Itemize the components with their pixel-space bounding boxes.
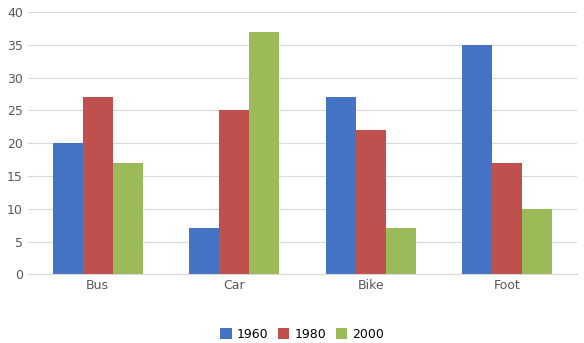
Bar bbox=[385, 228, 416, 274]
Bar bbox=[83, 97, 113, 274]
Bar bbox=[219, 110, 249, 274]
Bar bbox=[189, 228, 219, 274]
Bar bbox=[249, 32, 279, 274]
Bar bbox=[462, 45, 492, 274]
Bar bbox=[492, 163, 522, 274]
Legend: 1960, 1980, 2000: 1960, 1980, 2000 bbox=[215, 323, 390, 343]
Bar bbox=[356, 130, 385, 274]
Bar bbox=[325, 97, 356, 274]
Bar bbox=[53, 143, 83, 274]
Bar bbox=[113, 163, 142, 274]
Bar bbox=[522, 209, 552, 274]
